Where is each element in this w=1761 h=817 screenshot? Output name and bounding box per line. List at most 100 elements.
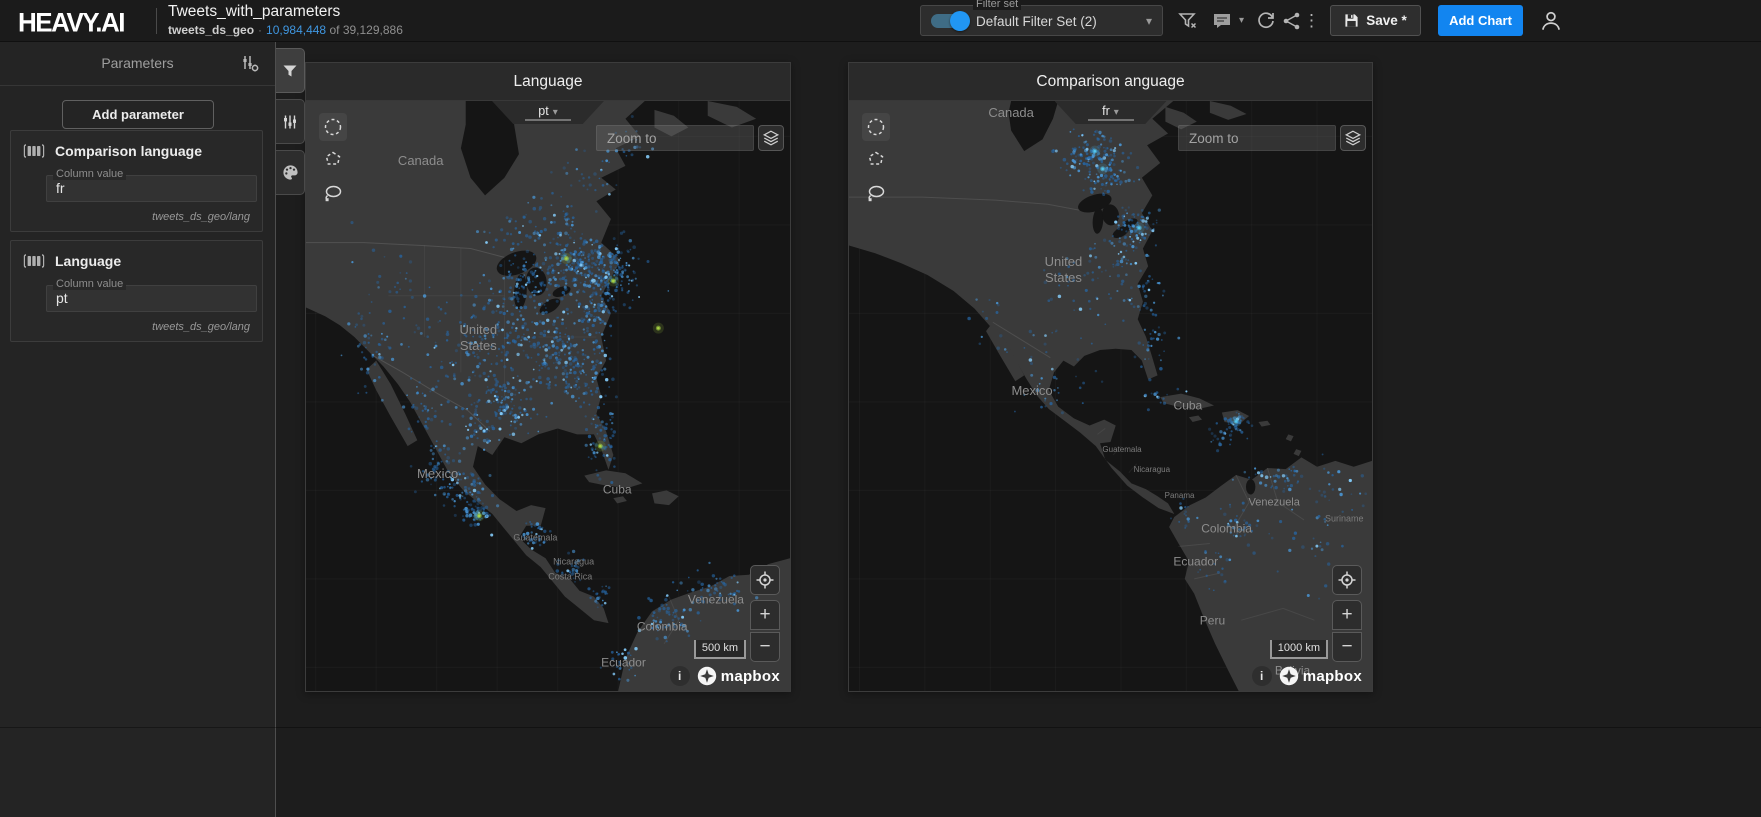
filter-funnel-icon bbox=[283, 65, 297, 76]
mapbox-logo[interactable]: mapbox bbox=[1279, 666, 1362, 686]
sliders-gear-icon[interactable] bbox=[239, 53, 261, 75]
layers-icon bbox=[762, 130, 780, 146]
dashed-polygon-icon bbox=[868, 151, 884, 165]
lasso-icon bbox=[868, 185, 885, 202]
save-button[interactable]: Save * bbox=[1330, 5, 1421, 36]
chevron-down-icon: ▾ bbox=[1113, 107, 1119, 118]
map-attribution: i mapbox bbox=[1251, 666, 1362, 686]
filter-set-dropdown[interactable]: Filter set Default Filter Set (2) ▾ bbox=[920, 0, 1163, 36]
chevron-down-icon: ▾ bbox=[552, 107, 558, 118]
dashed-polygon-icon bbox=[325, 151, 341, 165]
circle-select-tool[interactable] bbox=[862, 113, 890, 141]
comments-caret-icon[interactable]: ▾ bbox=[1239, 15, 1245, 26]
geolocate-icon bbox=[1338, 571, 1356, 589]
filter-set-label: Filter set bbox=[973, 0, 1022, 10]
column-value-input[interactable]: Column value pt bbox=[46, 278, 257, 312]
parameter-card: Language Column value pt tweets_ds_geo/l… bbox=[10, 240, 263, 342]
selected-row-count: 10,984,448 bbox=[266, 23, 327, 37]
lasso-select-tool[interactable] bbox=[862, 179, 890, 207]
circle-select-tool[interactable] bbox=[319, 113, 347, 141]
dashed-circle-icon bbox=[867, 118, 885, 136]
chart-title: Comparison anguage bbox=[1036, 73, 1185, 90]
parameter-source: tweets_ds_geo/lang bbox=[152, 321, 250, 333]
parameters-header: Parameters bbox=[0, 42, 275, 86]
map-scale: 500 km bbox=[693, 640, 746, 659]
parameter-source: tweets_ds_geo/lang bbox=[152, 211, 250, 223]
sliders-icon bbox=[284, 115, 296, 128]
column-icon bbox=[23, 143, 45, 159]
lasso-icon bbox=[325, 185, 342, 202]
draw-tools bbox=[862, 113, 890, 207]
draw-tools bbox=[319, 113, 347, 207]
lasso-select-tool[interactable] bbox=[319, 179, 347, 207]
zoom-to-input[interactable] bbox=[1178, 125, 1336, 151]
parameter-card-title: Comparison language bbox=[55, 143, 203, 159]
floppy-icon bbox=[1345, 14, 1358, 27]
of-word: of bbox=[329, 23, 340, 37]
dashboard-title: Tweets_with_parameters bbox=[168, 3, 341, 20]
user-avatar-icon[interactable] bbox=[1538, 8, 1564, 34]
attribution-info-icon[interactable]: i bbox=[1251, 666, 1272, 686]
zoom-in-button[interactable]: + bbox=[1332, 600, 1362, 630]
filter-set-toggle[interactable] bbox=[931, 11, 970, 31]
column-value-input[interactable]: Column value fr bbox=[46, 168, 257, 202]
layers-button[interactable] bbox=[758, 125, 784, 151]
map-attribution: i mapbox bbox=[669, 666, 780, 686]
zoom-out-button[interactable]: − bbox=[750, 632, 780, 662]
parameter-card-list: Comparison language Column value fr twee… bbox=[10, 130, 263, 350]
header-divider bbox=[156, 8, 157, 34]
geolocate-icon bbox=[756, 571, 774, 589]
polygon-select-tool[interactable] bbox=[319, 146, 347, 174]
parameter-value-dropdown[interactable]: fr ▾ bbox=[1054, 101, 1167, 124]
palette-tab[interactable] bbox=[276, 150, 305, 195]
filter-funnel-tab[interactable] bbox=[276, 48, 305, 93]
chart-panel: Comparison anguage Canada United States Me… bbox=[848, 62, 1373, 692]
heavyai-logo[interactable]: HEAVY.AI bbox=[18, 6, 126, 38]
attribution-info-icon[interactable]: i bbox=[669, 666, 690, 686]
chart-header[interactable]: Comparison anguage bbox=[849, 63, 1372, 101]
geolocate-button[interactable] bbox=[750, 565, 780, 595]
add-parameter-button[interactable]: Add parameter bbox=[62, 100, 214, 129]
column-icon bbox=[23, 253, 45, 269]
polygon-select-tool[interactable] bbox=[862, 146, 890, 174]
map-body[interactable]: Canada United States Mexico Cuba Guatemala Ni… bbox=[306, 101, 790, 691]
tweet-density-layer bbox=[340, 114, 759, 682]
dashboard-subtitle: tweets_ds_geo · 10,984,448 of 39,129,886 bbox=[168, 23, 403, 37]
palette-icon bbox=[282, 165, 298, 180]
zoom-to-input[interactable] bbox=[596, 125, 754, 151]
filter-remove-icon[interactable] bbox=[1176, 9, 1200, 33]
column-value-label: Column value bbox=[53, 278, 127, 290]
filter-set-value: Default Filter Set (2) bbox=[976, 14, 1097, 29]
chart-header[interactable]: Language bbox=[306, 63, 790, 101]
zoom-controls: + − bbox=[750, 600, 780, 662]
comments-icon[interactable] bbox=[1210, 9, 1234, 33]
map-body[interactable]: Canada United States Mexico Cuba Guatemala Ni… bbox=[849, 101, 1372, 691]
map-scale: 1000 km bbox=[1269, 640, 1328, 659]
mapbox-mark-icon bbox=[1279, 666, 1298, 686]
geolocate-button[interactable] bbox=[1332, 565, 1362, 595]
more-options-icon[interactable]: ⋮ bbox=[1303, 11, 1320, 30]
parameter-value-dropdown[interactable]: pt ▾ bbox=[492, 101, 604, 124]
mapbox-logo[interactable]: mapbox bbox=[697, 666, 780, 686]
sliders-tab[interactable] bbox=[276, 99, 305, 144]
toggle-knob bbox=[950, 11, 970, 31]
refresh-icon[interactable] bbox=[1254, 9, 1278, 33]
add-chart-button[interactable]: Add Chart bbox=[1438, 5, 1523, 36]
dropdown-underline bbox=[525, 119, 571, 121]
zoom-in-button[interactable]: + bbox=[750, 600, 780, 630]
layers-button[interactable] bbox=[1340, 125, 1366, 151]
mapbox-wordmark: mapbox bbox=[1302, 667, 1362, 685]
zoom-out-button[interactable]: − bbox=[1332, 632, 1362, 662]
mapbox-wordmark: mapbox bbox=[720, 667, 780, 685]
parameter-card-title: Language bbox=[55, 253, 122, 269]
share-icon[interactable] bbox=[1280, 9, 1304, 33]
parameter-value: fr bbox=[1102, 104, 1110, 118]
column-value-label: Column value bbox=[53, 168, 127, 180]
basemap bbox=[306, 101, 790, 691]
top-bar: HEAVY.AI Tweets_with_parameters tweets_d… bbox=[0, 0, 1761, 42]
viewport-divider bbox=[0, 727, 1761, 728]
subtitle-separator: · bbox=[258, 23, 263, 37]
dashed-circle-icon bbox=[324, 118, 342, 136]
chart-title: Language bbox=[513, 73, 583, 90]
